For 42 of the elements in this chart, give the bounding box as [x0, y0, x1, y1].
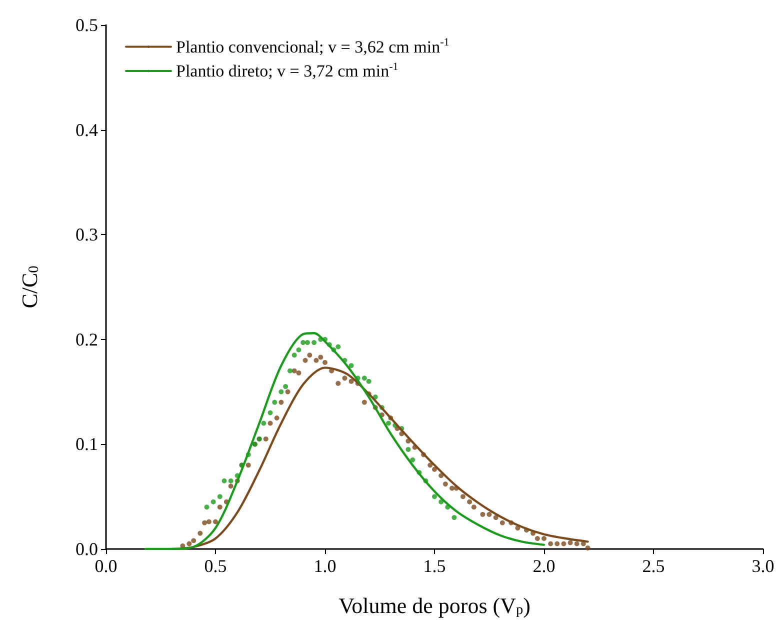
point	[362, 376, 367, 381]
point	[278, 389, 284, 394]
point	[287, 368, 292, 374]
point	[452, 515, 457, 520]
point	[283, 384, 288, 390]
point	[292, 352, 297, 358]
point	[300, 340, 306, 346]
y-axis-title: C/C0	[17, 266, 42, 308]
point	[336, 344, 341, 350]
point	[268, 410, 273, 416]
x-tick-label: 0.5	[204, 556, 227, 576]
y-tick-label: 0.3	[76, 224, 98, 245]
point	[386, 420, 392, 426]
point	[432, 494, 437, 500]
line-series	[144, 332, 546, 550]
point	[210, 499, 216, 504]
point	[204, 504, 210, 510]
point	[366, 378, 372, 384]
y-tick-label: 0.2	[76, 329, 98, 350]
point	[410, 457, 416, 462]
y-tick-label: 0.4	[76, 120, 98, 140]
point	[272, 400, 278, 405]
point	[217, 494, 222, 500]
y-tick-label: 0.1	[76, 434, 98, 454]
point	[348, 363, 354, 368]
x-axis-title: Volume de poros (Vp)	[338, 592, 530, 618]
x-tick-label: 2.0	[532, 556, 556, 576]
point	[406, 446, 411, 452]
point	[222, 478, 227, 484]
x-tick-label: 2.5	[642, 556, 665, 576]
y-tick-label: 0.0	[76, 539, 98, 559]
y-tick-label: 0.5	[76, 15, 98, 35]
point	[228, 478, 234, 484]
point	[438, 499, 444, 504]
point	[312, 340, 317, 346]
point	[304, 340, 310, 346]
x-tick-label: 1.0	[314, 556, 336, 576]
x-tick-label: 3.0	[752, 556, 774, 576]
x-tick-label: 1.5	[423, 556, 446, 576]
point	[261, 420, 266, 426]
x-tick-label: 0.0	[94, 556, 118, 576]
point	[296, 347, 302, 352]
